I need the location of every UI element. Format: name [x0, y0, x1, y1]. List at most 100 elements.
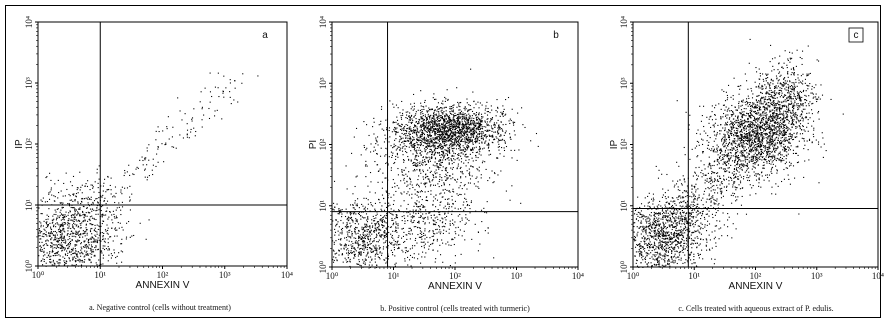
- data-point: [481, 133, 483, 135]
- data-point: [408, 232, 410, 235]
- data-point: [440, 156, 442, 159]
- data-point: [101, 215, 103, 217]
- data-point: [76, 255, 78, 257]
- data-point: [423, 139, 425, 141]
- data-point: [678, 229, 680, 231]
- data-point: [434, 261, 436, 263]
- data-point: [473, 100, 475, 103]
- data-point: [229, 96, 231, 98]
- data-point: [349, 204, 352, 206]
- data-point: [454, 138, 456, 140]
- data-point: [365, 149, 367, 151]
- data-point: [410, 230, 412, 232]
- data-point: [72, 175, 75, 177]
- data-point: [416, 205, 418, 207]
- data-point: [414, 170, 416, 172]
- data-point: [385, 227, 387, 229]
- data-point: [428, 151, 431, 153]
- data-point: [57, 238, 60, 240]
- data-point: [422, 241, 424, 243]
- data-point: [38, 207, 40, 209]
- data-point: [452, 144, 454, 146]
- data-point: [50, 189, 52, 191]
- data-point: [54, 183, 56, 185]
- data-point: [379, 229, 381, 231]
- data-point: [495, 115, 497, 117]
- data-point: [432, 230, 434, 232]
- data-point: [419, 130, 421, 132]
- data-point: [90, 250, 92, 252]
- data-point: [633, 222, 635, 224]
- data-point: [414, 143, 416, 145]
- data-point: [406, 175, 408, 177]
- data-point: [409, 213, 411, 215]
- data-point: [460, 101, 462, 104]
- data-point: [443, 137, 445, 139]
- data-point: [461, 129, 463, 131]
- data-point: [52, 247, 54, 249]
- data-point: [106, 200, 109, 202]
- data-point: [378, 245, 380, 247]
- data-point: [471, 130, 473, 132]
- data-point: [105, 210, 107, 212]
- data-point: [415, 210, 417, 212]
- data-point: [107, 246, 109, 248]
- data-point: [385, 214, 387, 216]
- data-point: [462, 127, 464, 129]
- data-point: [665, 245, 667, 247]
- data-point: [431, 145, 433, 147]
- data-point: [381, 187, 383, 189]
- data-point: [126, 187, 129, 189]
- data-point: [437, 167, 439, 169]
- data-point: [438, 213, 440, 215]
- data-point: [420, 241, 422, 243]
- data-point: [486, 111, 488, 113]
- data-point: [345, 246, 347, 248]
- data-point: [367, 217, 369, 219]
- data-point: [464, 126, 466, 128]
- data-point: [47, 255, 49, 257]
- data-point: [61, 225, 63, 227]
- data-point: [386, 127, 388, 129]
- data-point: [466, 119, 468, 121]
- data-point: [77, 240, 79, 242]
- data-point: [380, 220, 382, 222]
- data-point: [347, 257, 350, 259]
- data-point: [448, 203, 450, 205]
- data-point: [40, 199, 42, 201]
- data-point: [420, 134, 422, 136]
- data-point: [677, 180, 679, 182]
- data-point: [195, 130, 197, 133]
- data-point: [61, 246, 63, 248]
- data-point: [430, 135, 433, 137]
- data-point: [133, 234, 135, 237]
- data-point: [349, 258, 351, 260]
- data-point: [414, 202, 416, 204]
- data-point: [382, 246, 385, 248]
- data-point: [496, 157, 498, 159]
- data-point: [437, 152, 439, 154]
- data-point: [394, 186, 396, 188]
- data-point: [426, 131, 428, 133]
- data-point: [340, 244, 342, 246]
- data-point: [468, 139, 470, 141]
- data-point: [50, 226, 52, 228]
- data-point: [450, 124, 453, 126]
- data-point: [346, 227, 348, 229]
- data-point: [81, 259, 83, 261]
- data-point: [416, 200, 418, 202]
- data-point: [87, 239, 90, 241]
- data-point: [408, 134, 410, 136]
- data-point: [373, 217, 375, 220]
- data-point: [56, 261, 58, 263]
- data-point: [50, 230, 52, 233]
- data-point: [476, 135, 478, 137]
- data-point: [464, 155, 466, 157]
- data-point: [67, 230, 69, 232]
- data-point: [401, 150, 404, 152]
- data-point: [448, 198, 450, 200]
- data-point: [514, 134, 516, 136]
- data-point: [391, 234, 393, 237]
- data-point: [473, 128, 475, 130]
- data-point: [98, 225, 100, 227]
